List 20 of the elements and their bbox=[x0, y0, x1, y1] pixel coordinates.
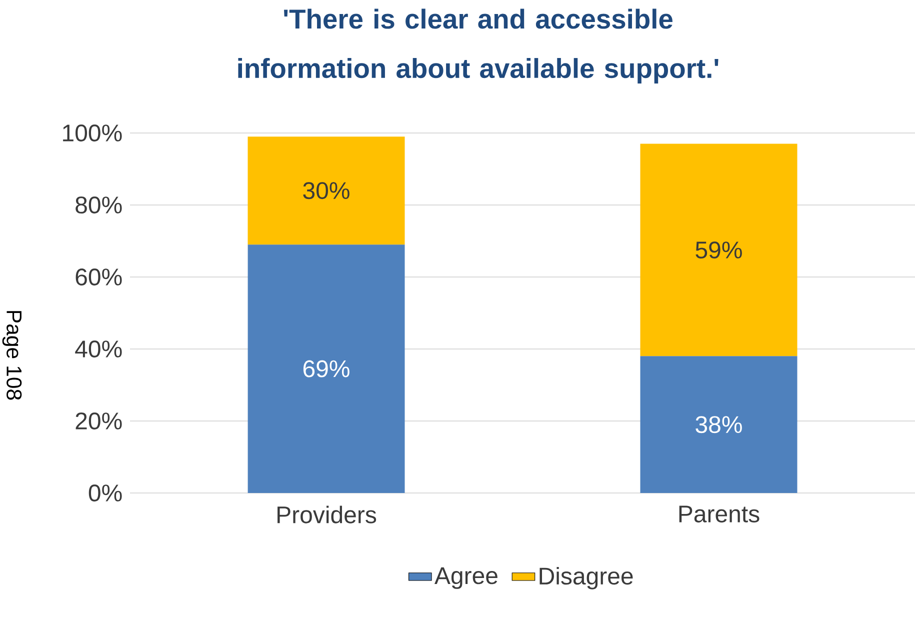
y-tick-label: 60% bbox=[76, 268, 122, 286]
x-tick-label: Providers bbox=[278, 506, 376, 524]
y-tick-label: 80% bbox=[76, 196, 122, 214]
text: Page 108 bbox=[2, 311, 22, 400]
legend-label: Agree bbox=[434, 567, 498, 589]
bar bbox=[248, 244, 405, 493]
y-tick-label: 0% bbox=[88, 484, 122, 502]
y-tick-label: 40% bbox=[75, 340, 122, 358]
bar bbox=[640, 144, 798, 356]
y-tick-label: 100% bbox=[63, 124, 122, 142]
bar bbox=[248, 136, 405, 245]
y-tick-label: 20% bbox=[76, 412, 122, 430]
bar bbox=[640, 356, 798, 493]
data-label: 38% bbox=[696, 416, 742, 434]
x-tick-label: Parents bbox=[679, 506, 760, 522]
data-label: 69% bbox=[303, 360, 350, 378]
data-label: 59% bbox=[696, 241, 742, 258]
data-label: 30% bbox=[303, 182, 350, 200]
legend-label: Disagree bbox=[540, 566, 633, 590]
chart-title: 'There is clear and accessible information about available support.' bbox=[238, 8, 718, 84]
